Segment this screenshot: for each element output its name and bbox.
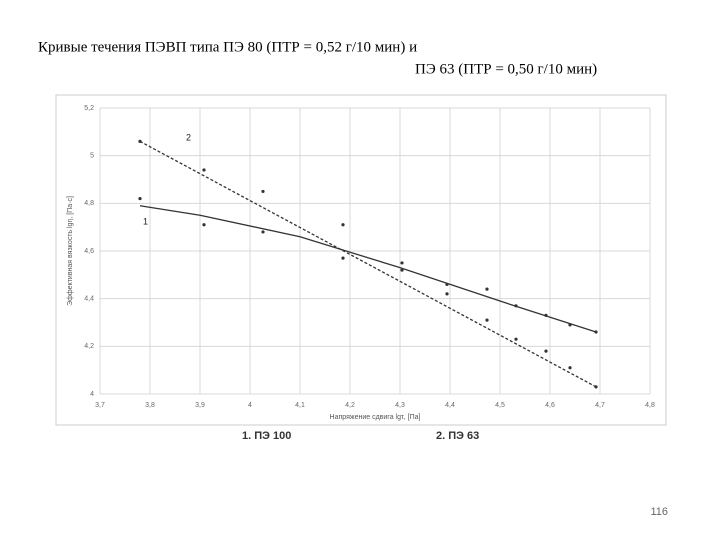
x-tick-label: 4,8 <box>645 402 655 409</box>
data-point <box>400 261 404 265</box>
curve-label: 2 <box>186 132 191 142</box>
page-number: 116 <box>650 506 668 518</box>
data-point <box>514 304 518 308</box>
x-tick-label: 3,9 <box>195 402 205 409</box>
data-point <box>594 385 598 389</box>
data-point <box>568 366 572 370</box>
x-tick-label: 4,4 <box>445 402 455 409</box>
y-axis-label: Эффективная вязкость lgη, [Па·с] <box>67 196 74 306</box>
x-tick-label: 4,7 <box>595 402 605 409</box>
data-point <box>261 230 265 234</box>
x-tick-label: 4,6 <box>545 402 555 409</box>
data-point <box>445 282 449 286</box>
y-tick-label: 4,6 <box>84 248 94 255</box>
x-tick-label: 4,2 <box>345 402 355 409</box>
title-line: Кривые течения ПЭВП типа ПЭ 80 (ПТР = 0,… <box>38 39 417 55</box>
data-point <box>400 268 404 272</box>
x-tick-label: 3,8 <box>145 402 155 409</box>
data-point <box>202 168 206 172</box>
data-point <box>202 223 206 227</box>
data-point <box>445 292 449 296</box>
x-tick-label: 4 <box>248 402 252 409</box>
x-tick-label: 4,5 <box>495 402 505 409</box>
data-point <box>544 313 548 317</box>
data-point <box>261 189 265 194</box>
data-point <box>514 337 518 341</box>
data-point <box>594 330 598 334</box>
data-point <box>485 287 489 291</box>
data-point <box>341 256 345 260</box>
legend-entry: 2. ПЭ 63 <box>436 430 479 442</box>
legend-entry: 1. ПЭ 100 <box>242 430 291 442</box>
data-point <box>138 196 142 201</box>
y-tick-label: 4,4 <box>84 296 94 303</box>
y-tick-label: 5,2 <box>84 105 94 112</box>
x-tick-label: 4,3 <box>395 402 405 409</box>
y-tick-label: 4,8 <box>84 200 94 207</box>
y-tick-label: 5 <box>90 153 94 160</box>
x-axis-label: Напряжение сдвига lgτ, [Па] <box>330 414 421 421</box>
data-point <box>341 223 345 227</box>
y-tick-label: 4,2 <box>84 343 94 350</box>
y-tick-label: 4 <box>90 391 94 398</box>
chart-frame <box>55 94 667 426</box>
data-point <box>138 139 142 143</box>
data-point <box>485 318 489 322</box>
trendline <box>139 140 597 388</box>
data-point <box>544 349 548 353</box>
curve-label: 1 <box>143 216 148 226</box>
x-tick-label: 3,7 <box>95 402 105 409</box>
title-line: ПЭ 63 (ПТР = 0,50 г/10 мин) <box>415 61 597 77</box>
data-point <box>568 323 572 327</box>
x-tick-label: 4,1 <box>295 402 305 409</box>
